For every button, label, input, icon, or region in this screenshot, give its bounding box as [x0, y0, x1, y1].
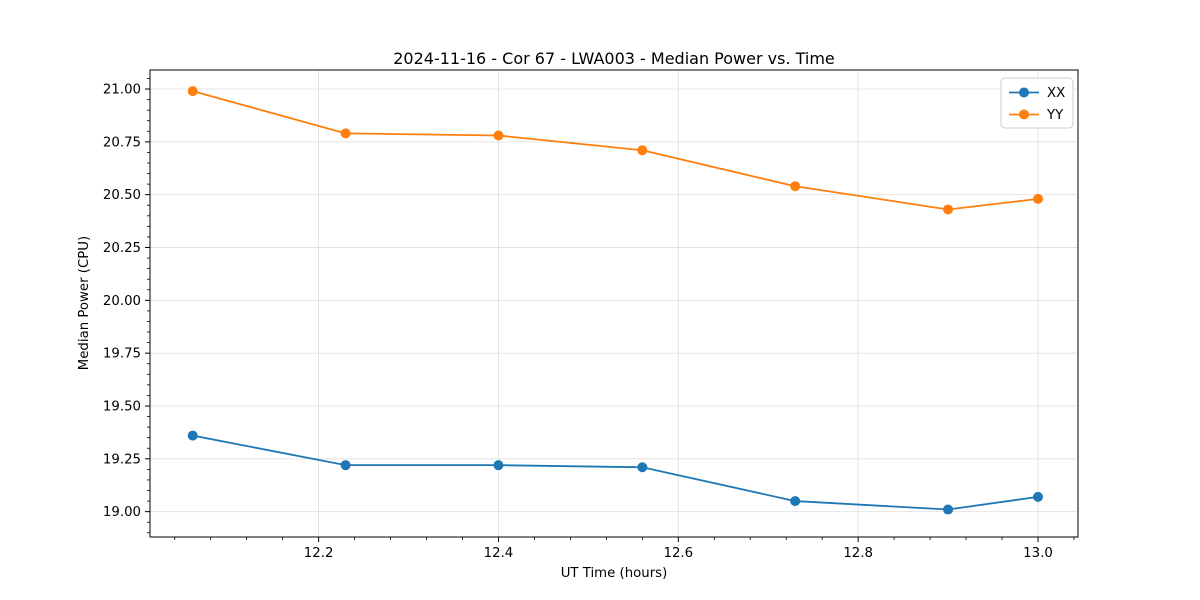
data-point-YY	[637, 145, 648, 156]
data-point-YY	[493, 130, 504, 141]
y-tick-label: 20.75	[103, 135, 141, 150]
tick-layer: 12.2 12.4 12.6 12.8 13.0 19.00 19.25 19.50 19.75…	[103, 78, 1075, 561]
x-tick-label: 12.2	[304, 546, 334, 561]
legend-box	[1000, 77, 1074, 129]
y-tick-label: 20.00	[103, 294, 141, 309]
y-tick-label: 19.50	[103, 399, 141, 414]
data-point-YY	[340, 128, 351, 139]
y-tick-label: 21.00	[103, 83, 141, 98]
x-tick-label: 12.6	[663, 546, 693, 561]
legend-label: XX	[1047, 86, 1065, 101]
legend-sample-marker	[1019, 87, 1029, 98]
data-point-YY	[943, 204, 954, 215]
y-tick-label: 19.00	[103, 505, 141, 520]
x-tick-label: 12.8	[843, 546, 873, 561]
axes-frame	[149, 69, 1079, 538]
data-point-XX	[1032, 491, 1043, 502]
data-point-XX	[637, 462, 648, 473]
y-tick-label: 20.25	[103, 241, 141, 256]
y-tick-label: 20.50	[103, 188, 141, 203]
data-point-XX	[340, 460, 351, 471]
data-point-YY	[1032, 193, 1043, 204]
x-tick-label: 12.4	[484, 546, 514, 561]
legend: XX YY	[1000, 77, 1074, 129]
data-point-XX	[790, 496, 801, 507]
y-tick-label: 19.25	[103, 452, 141, 467]
y-axis-label: Median Power (CPU)	[77, 236, 92, 370]
data-point-YY	[790, 181, 801, 192]
data-point-XX	[493, 460, 504, 471]
grid-layer	[150, 70, 1078, 537]
legend-sample-marker	[1019, 109, 1029, 120]
x-tick-label: 13.0	[1023, 546, 1053, 561]
data-point-XX	[943, 504, 954, 515]
legend-label: YY	[1046, 108, 1064, 123]
x-axis-label: UT Time (hours)	[561, 566, 668, 581]
series-layer	[187, 86, 1043, 515]
data-point-XX	[187, 430, 198, 441]
data-point-YY	[187, 86, 198, 97]
y-tick-label: 19.75	[103, 347, 141, 362]
chart-title: 2024-11-16 - Cor 67 - LWA003 - Median Po…	[393, 49, 835, 68]
